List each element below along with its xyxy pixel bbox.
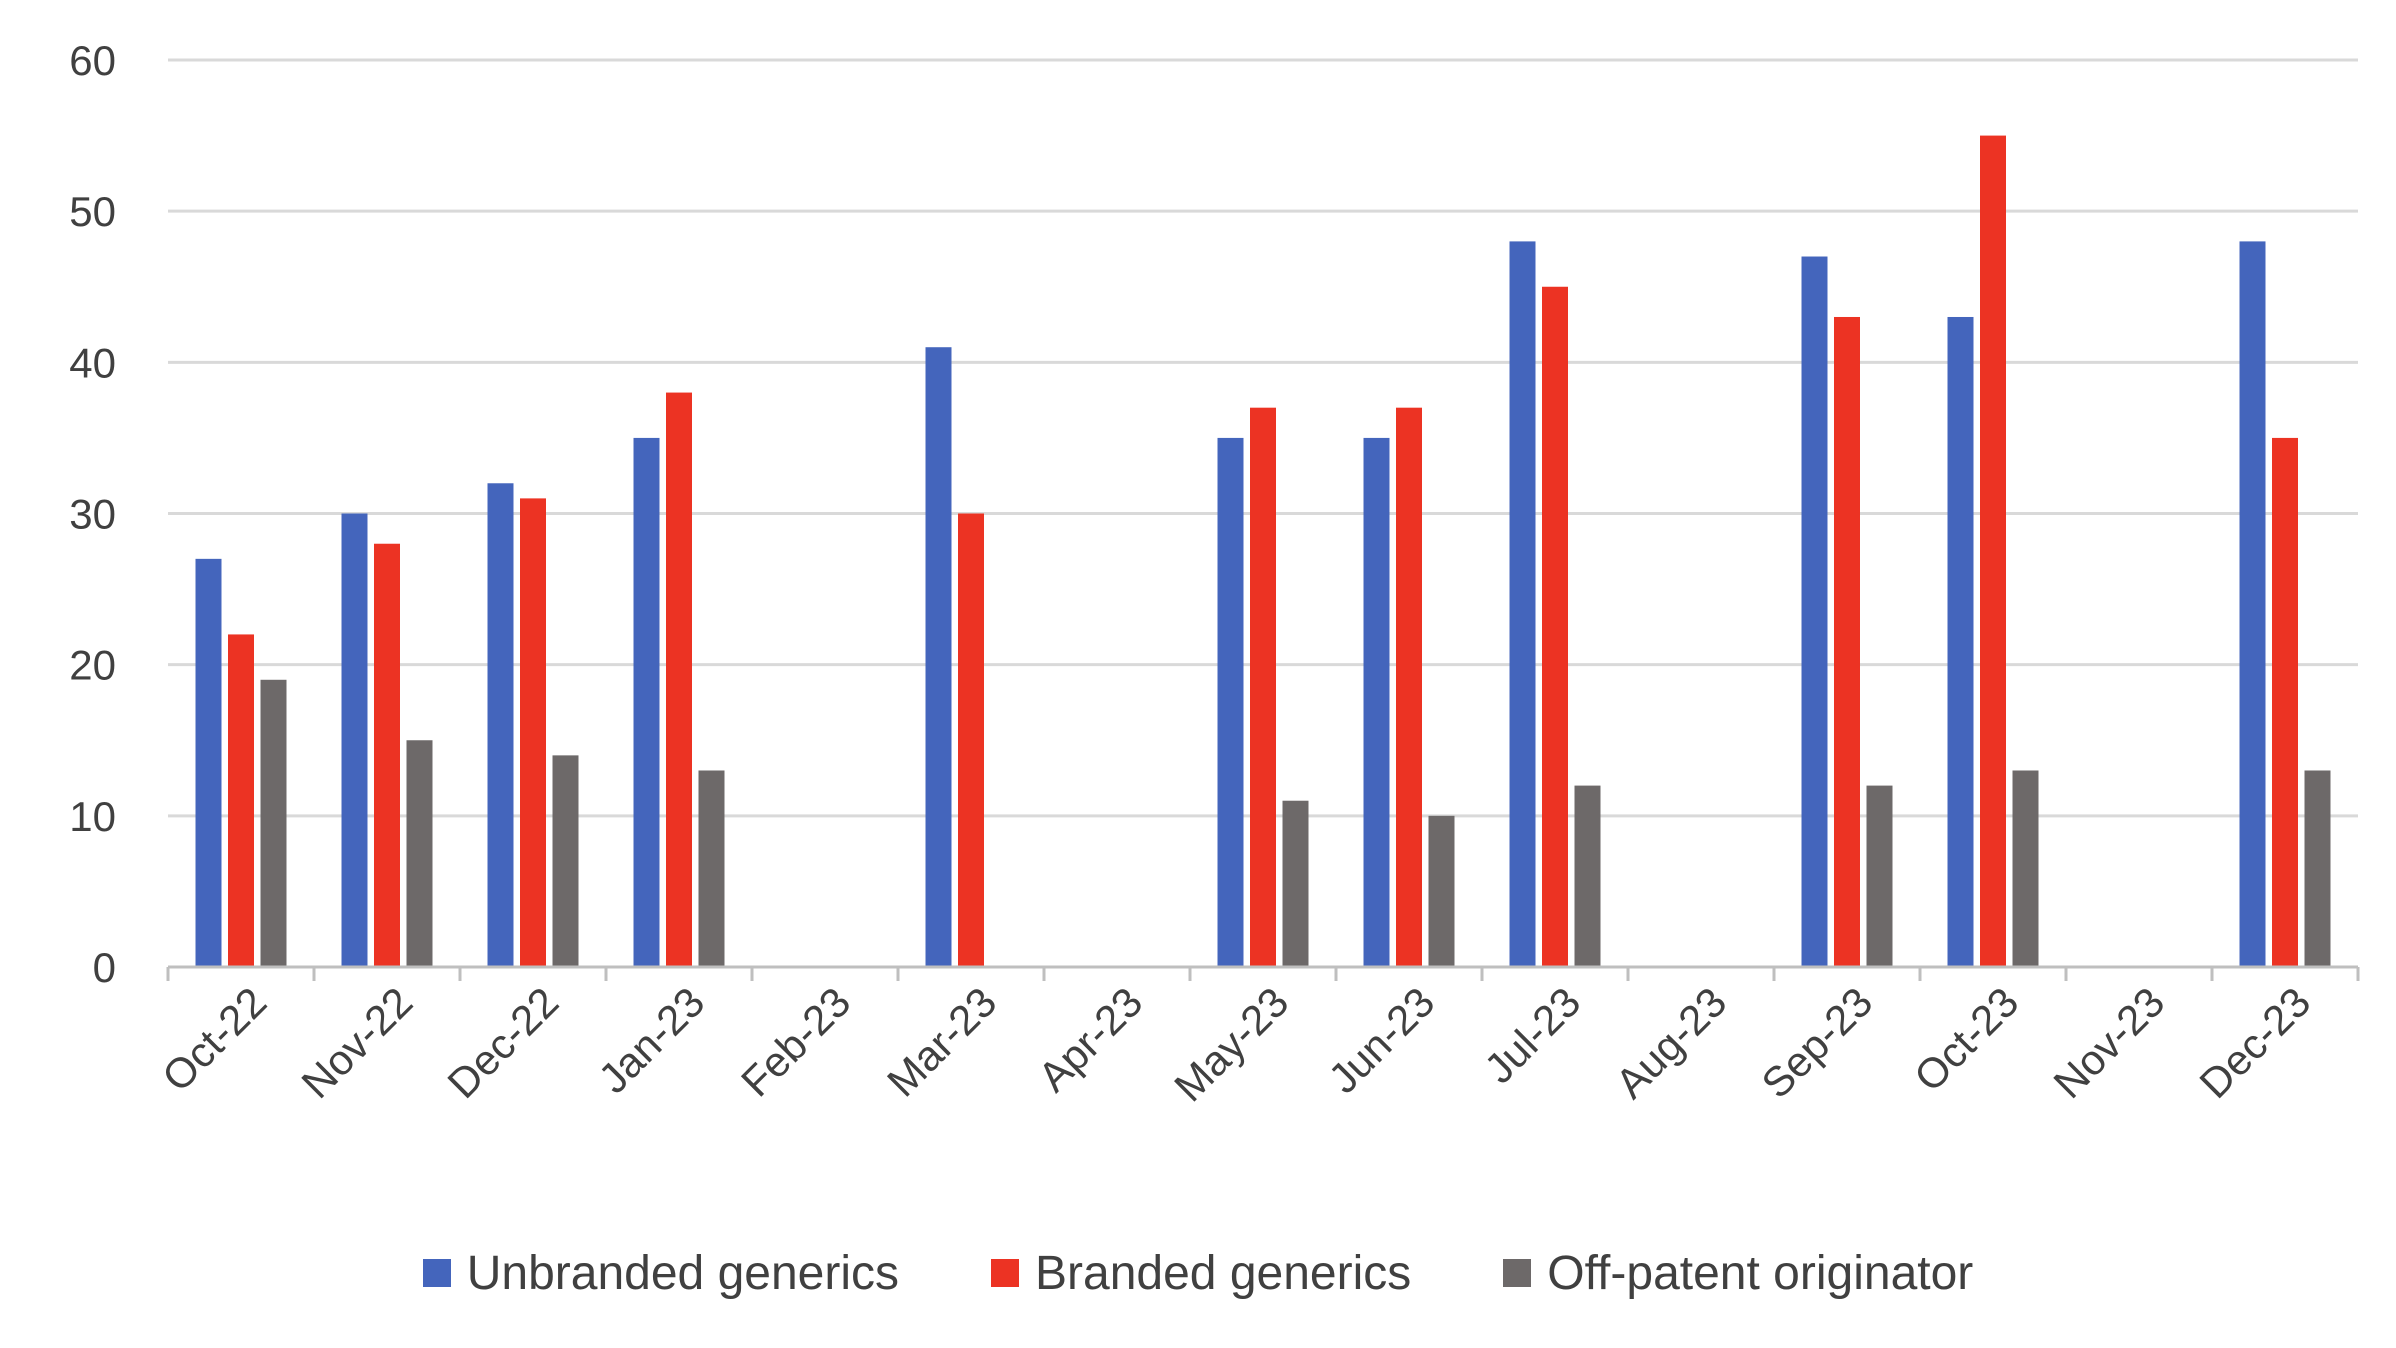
legend-item: Off-patent originator (1503, 1246, 1973, 1301)
bar-off-patent-originator (1428, 815, 1455, 967)
bar-branded-generics (666, 392, 692, 968)
bar-off-patent-originator (1282, 800, 1309, 967)
bar-unbranded-generics (925, 347, 952, 967)
bar-unbranded-generics (1363, 437, 1390, 968)
bar-branded-generics (1834, 316, 1860, 967)
x-tick-label: Jan-23 (589, 978, 713, 1102)
bar-off-patent-originator (1574, 785, 1601, 967)
bar-unbranded-generics (633, 437, 660, 968)
x-tick-label: Nov-22 (292, 978, 421, 1107)
bar-branded-generics (520, 498, 546, 967)
bar-unbranded-generics (195, 558, 222, 967)
x-tick-label: Dec-22 (438, 978, 567, 1107)
legend-swatch (1503, 1259, 1532, 1287)
legend-label: Unbranded generics (466, 1246, 899, 1300)
y-tick-label: 50 (69, 188, 116, 235)
bar-branded-generics (2272, 437, 2298, 968)
x-tick-label: Mar-23 (878, 978, 1005, 1105)
x-tick-label: Apr-23 (1029, 978, 1151, 1100)
bar-unbranded-generics (1509, 241, 1536, 967)
bar-off-patent-originator (2304, 770, 2331, 967)
x-tick-label: Sep-23 (1752, 978, 1881, 1107)
bar-unbranded-generics (1947, 316, 1974, 967)
bar-branded-generics (1980, 135, 2006, 968)
x-tick-label: Feb-23 (732, 978, 859, 1105)
bar-branded-generics (958, 513, 984, 967)
x-axis (166, 965, 2360, 981)
bar-branded-generics (1250, 407, 1276, 967)
bar-branded-generics (1542, 286, 1568, 967)
legend-item: Unbranded generics (422, 1246, 899, 1301)
bar-off-patent-originator (552, 755, 579, 967)
bar-off-patent-originator (698, 770, 725, 967)
legend-item: Branded generics (991, 1246, 1411, 1301)
legend-label: Branded generics (1035, 1246, 1412, 1300)
bar-unbranded-generics (1801, 256, 1828, 967)
x-tick-label: Jul-23 (1475, 978, 1589, 1092)
bar-unbranded-generics (341, 513, 368, 967)
x-tick-label: Nov-23 (2044, 978, 2173, 1107)
x-tick-label: Oct-22 (153, 978, 275, 1100)
x-tick-label: Oct-23 (1905, 978, 2027, 1100)
bar-branded-generics (1396, 407, 1422, 967)
bar-unbranded-generics (487, 483, 514, 967)
legend-swatch (422, 1259, 451, 1287)
legend-label: Off-patent originator (1547, 1246, 1974, 1300)
bars (195, 135, 2331, 968)
y-tick-label: 0 (93, 944, 116, 991)
bar-off-patent-originator (1866, 785, 1893, 967)
bar-unbranded-generics (2239, 241, 2266, 967)
bar-off-patent-originator (260, 679, 287, 967)
bar-off-patent-originator (2012, 770, 2039, 967)
x-axis-tick-labels: Oct-22 Nov-22 Dec-22 Jan-23 Feb-23 Mar-23 Apr-… (153, 978, 2319, 1110)
x-tick-label: Dec-23 (2190, 978, 2319, 1107)
bar-unbranded-generics (1217, 437, 1244, 968)
bar-branded-generics (374, 543, 400, 967)
y-tick-label: 60 (69, 37, 116, 84)
legend-swatch (991, 1259, 1019, 1287)
y-tick-label: 10 (69, 793, 116, 840)
x-tick-label: Aug-23 (1606, 978, 1735, 1107)
y-tick-label: 20 (69, 642, 116, 689)
bar-off-patent-originator (406, 740, 433, 967)
bar-branded-generics (228, 634, 254, 967)
y-tick-label: 30 (69, 491, 116, 538)
legend: Unbranded generics Branded generics Off-pa… (0, 1238, 2396, 1308)
x-tick-label: Jun-23 (1319, 978, 1443, 1102)
y-axis-tick-labels: 0 10 20 30 40 50 60 (69, 37, 116, 991)
x-tick-label: May-23 (1165, 978, 1297, 1110)
y-tick-label: 40 (69, 339, 116, 386)
